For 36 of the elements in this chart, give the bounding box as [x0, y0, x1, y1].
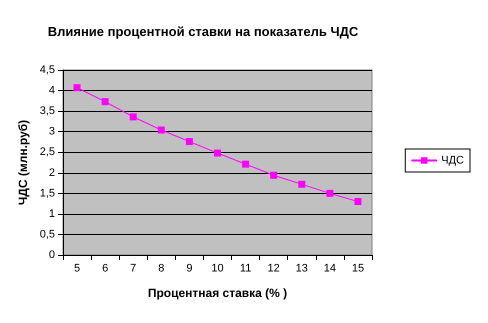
x-tick-label: 14 [324, 262, 336, 274]
x-tick-label: 5 [74, 262, 80, 274]
x-axis-title: Процентная ставка (% ) [148, 286, 288, 300]
chart-title: Влияние процентной ставки на показатель ЧДС [48, 24, 359, 39]
x-tick-label: 11 [240, 262, 252, 274]
x-tick-label: 12 [268, 262, 280, 274]
y-tick-label: 1,5 [40, 187, 55, 200]
y-tick-label: 2,5 [40, 146, 55, 158]
y-tick-label: 4,5 [40, 64, 55, 76]
point [102, 98, 109, 106]
legend-label: ЧДС [441, 154, 464, 166]
y-tick-label: 3,5 [40, 105, 55, 118]
y-tick-label: 2 [48, 166, 55, 179]
y-tick-label: 0,5 [40, 228, 55, 240]
point [130, 113, 137, 120]
point [158, 126, 165, 134]
point [242, 160, 250, 168]
y-tick-label: 4 [48, 84, 55, 97]
point [326, 190, 334, 197]
x-tick-label: 15 [352, 262, 364, 274]
x-tick-label: 9 [186, 262, 192, 274]
point [214, 150, 221, 157]
x-tick-label: 13 [296, 262, 308, 274]
x-tick-label: 10 [211, 262, 224, 274]
x-tick-label: 8 [158, 262, 164, 274]
y-tick-label: 3 [48, 126, 55, 138]
x-tick-label: 7 [130, 262, 136, 274]
x-tick-label: 6 [102, 262, 108, 274]
y-tick-label: 1 [48, 208, 55, 220]
point [298, 180, 306, 188]
y-tick-label: 0 [48, 249, 55, 261]
y-axis-title: ЧДС (млн.руб) [16, 120, 30, 206]
point [74, 84, 81, 92]
point [270, 172, 278, 179]
point [354, 198, 362, 206]
point [186, 138, 193, 146]
